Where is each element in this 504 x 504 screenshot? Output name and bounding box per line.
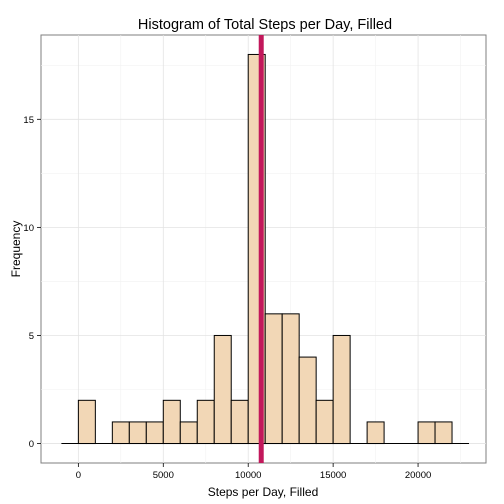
y-tick-label: 0 <box>29 439 34 450</box>
histogram-bar <box>213 334 232 445</box>
x-tick-label: 5000 <box>153 470 174 481</box>
y-axis-ticks: 0 5 10 15 <box>23 115 41 450</box>
x-axis-title: Steps per Day, Filled <box>208 485 319 499</box>
histogram-bar <box>179 421 198 445</box>
histogram-bar <box>264 313 283 445</box>
x-axis-ticks: 0 5000 10000 15000 20000 <box>76 463 431 481</box>
histogram-bar <box>128 421 147 445</box>
x-tick-label: 10000 <box>235 470 261 481</box>
x-tick-label: 20000 <box>405 470 431 481</box>
histogram-bar <box>281 313 300 445</box>
histogram-bar <box>196 399 215 445</box>
histogram-bar <box>162 399 181 445</box>
histogram-bar <box>434 421 453 445</box>
x-tick-label: 0 <box>76 470 81 481</box>
y-axis-title: Frequency <box>9 221 23 278</box>
histogram-bar <box>77 399 96 445</box>
histogram-bar <box>298 356 317 445</box>
histogram-bar <box>145 421 164 445</box>
y-tick-label: 10 <box>23 223 34 234</box>
histogram-bar <box>366 421 385 445</box>
chart-title: Histogram of Total Steps per Day, Filled <box>138 17 392 33</box>
y-tick-label: 15 <box>23 115 34 126</box>
histogram-bar <box>315 399 334 445</box>
y-tick-label: 5 <box>29 331 34 342</box>
x-tick-label: 15000 <box>320 470 346 481</box>
histogram-bar <box>332 334 351 445</box>
histogram-bar <box>230 399 249 445</box>
histogram-bar <box>417 421 436 445</box>
histogram-bar <box>111 421 130 445</box>
